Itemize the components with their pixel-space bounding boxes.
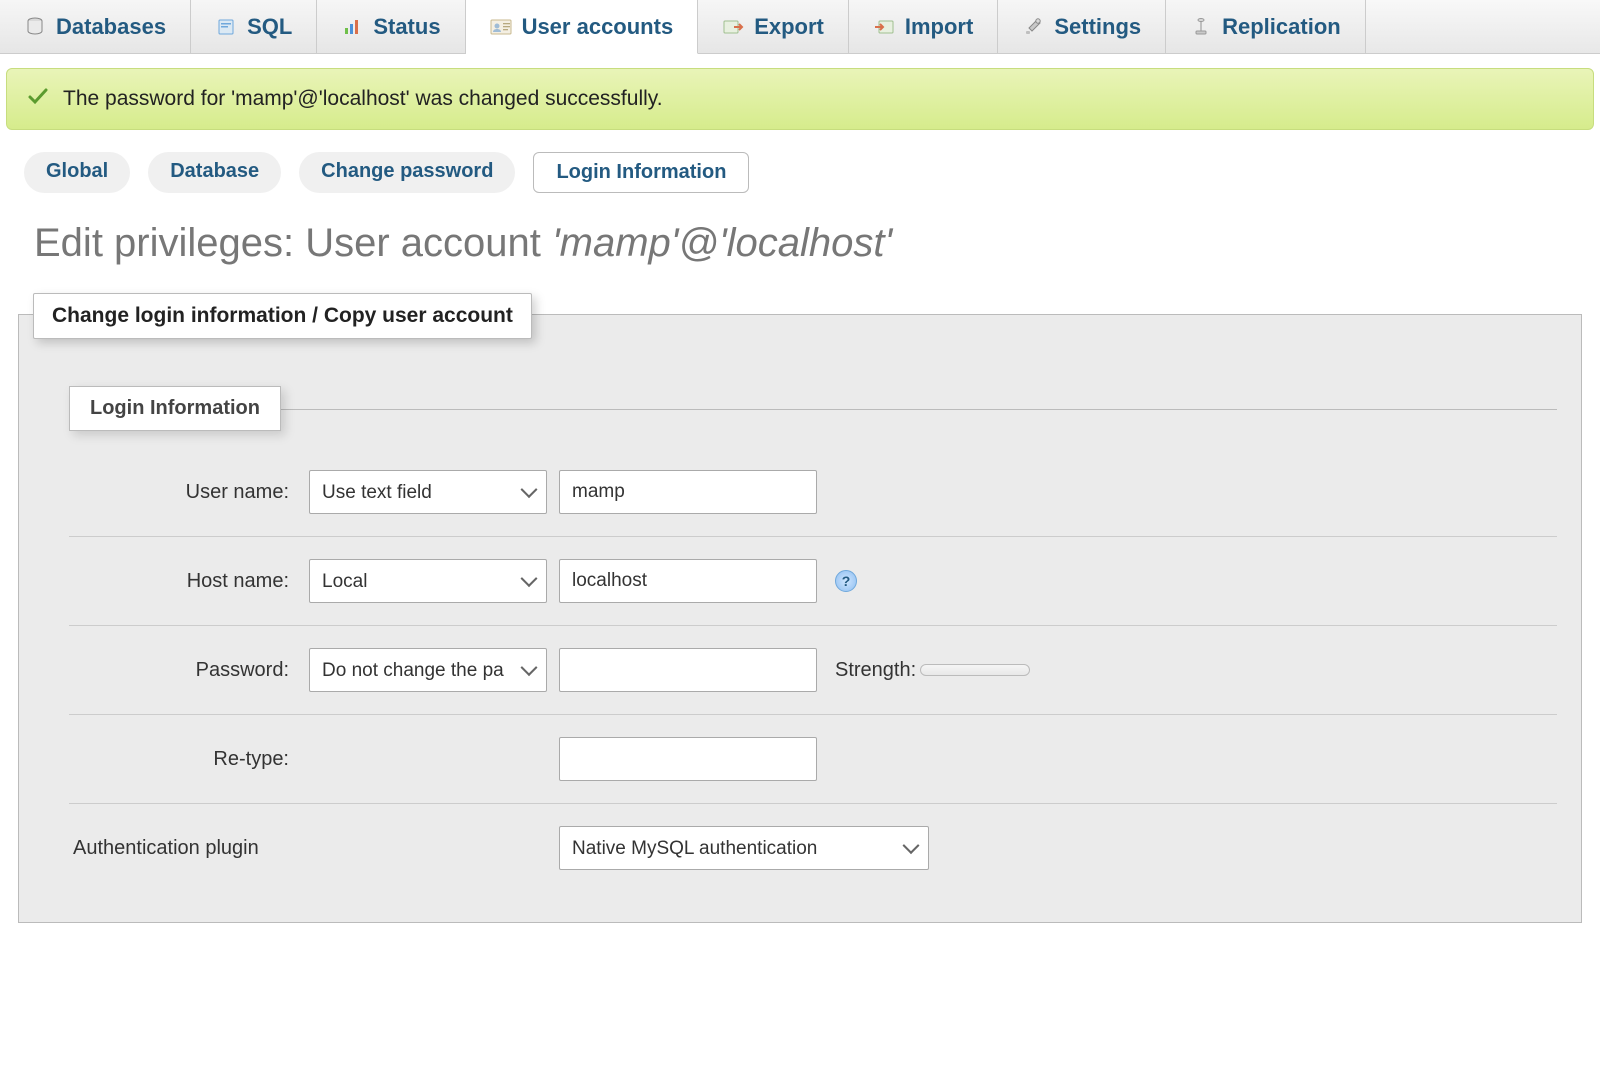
tab-import[interactable]: Import: [849, 0, 998, 53]
hostname-label: Host name:: [69, 570, 309, 593]
tab-label: Status: [373, 14, 440, 40]
export-icon: [722, 16, 744, 38]
change-login-fieldset: Change login information / Copy user acc…: [18, 314, 1582, 923]
main-tabs: Databases SQL Status User accounts Expor…: [0, 0, 1600, 54]
strength-label: Strength:: [835, 659, 916, 682]
notice-text: The password for 'mamp'@'localhost' was …: [63, 87, 663, 111]
tab-label: User accounts: [522, 14, 674, 40]
username-input[interactable]: [559, 470, 817, 514]
databases-icon: [24, 16, 46, 38]
hostname-input[interactable]: [559, 559, 817, 603]
row-retype: Re-type:: [69, 715, 1557, 804]
subtab-change-password[interactable]: Change password: [299, 152, 515, 193]
settings-icon: [1022, 16, 1044, 38]
tab-export[interactable]: Export: [698, 0, 849, 53]
subtab-global[interactable]: Global: [24, 152, 130, 193]
tab-status[interactable]: Status: [317, 0, 465, 53]
row-hostname: Host name: Local ?: [69, 537, 1557, 626]
tab-databases[interactable]: Databases: [0, 0, 191, 53]
strength-bar: [920, 664, 1030, 676]
subtab-database[interactable]: Database: [148, 152, 281, 193]
tab-label: SQL: [247, 14, 292, 40]
tab-label: Import: [905, 14, 973, 40]
retype-label: Re-type:: [69, 748, 309, 771]
password-input[interactable]: [559, 648, 817, 692]
page-title-identity: 'mamp'@'localhost': [552, 221, 892, 265]
check-icon: [27, 85, 49, 113]
login-information-fieldset: Login Information User name: Use text fi…: [69, 409, 1557, 892]
hostname-mode-select[interactable]: Local: [309, 559, 547, 603]
tab-replication[interactable]: Replication: [1166, 0, 1366, 53]
inner-legend: Login Information: [69, 386, 281, 431]
success-notice: The password for 'mamp'@'localhost' was …: [6, 68, 1594, 130]
subtab-login-information[interactable]: Login Information: [533, 152, 749, 193]
sub-tabs: Global Database Change password Login In…: [0, 130, 1600, 203]
page-title: Edit privileges: User account 'mamp'@'lo…: [0, 203, 1600, 286]
row-auth-plugin: Authentication plugin Native MySQL authe…: [69, 804, 1557, 892]
page-title-prefix: Edit privileges: User account: [34, 221, 552, 265]
import-icon: [873, 16, 895, 38]
row-username: User name: Use text field: [69, 448, 1557, 537]
auth-plugin-label: Authentication plugin: [69, 837, 559, 860]
auth-plugin-select[interactable]: Native MySQL authentication: [559, 826, 929, 870]
tab-label: Databases: [56, 14, 166, 40]
retype-input[interactable]: [559, 737, 817, 781]
username-mode-select[interactable]: Use text field: [309, 470, 547, 514]
users-icon: [490, 16, 512, 38]
row-password: Password: Do not change the pa Strength:: [69, 626, 1557, 715]
tab-label: Replication: [1222, 14, 1341, 40]
outer-legend: Change login information / Copy user acc…: [33, 293, 532, 339]
tab-user-accounts[interactable]: User accounts: [466, 0, 699, 54]
help-icon[interactable]: ?: [835, 570, 857, 592]
password-label: Password:: [69, 659, 309, 682]
tab-label: Settings: [1054, 14, 1141, 40]
sql-icon: [215, 16, 237, 38]
status-icon: [341, 16, 363, 38]
tab-settings[interactable]: Settings: [998, 0, 1166, 53]
password-mode-select[interactable]: Do not change the pa: [309, 648, 547, 692]
tab-sql[interactable]: SQL: [191, 0, 317, 53]
tab-label: Export: [754, 14, 824, 40]
replication-icon: [1190, 16, 1212, 38]
username-label: User name:: [69, 481, 309, 504]
